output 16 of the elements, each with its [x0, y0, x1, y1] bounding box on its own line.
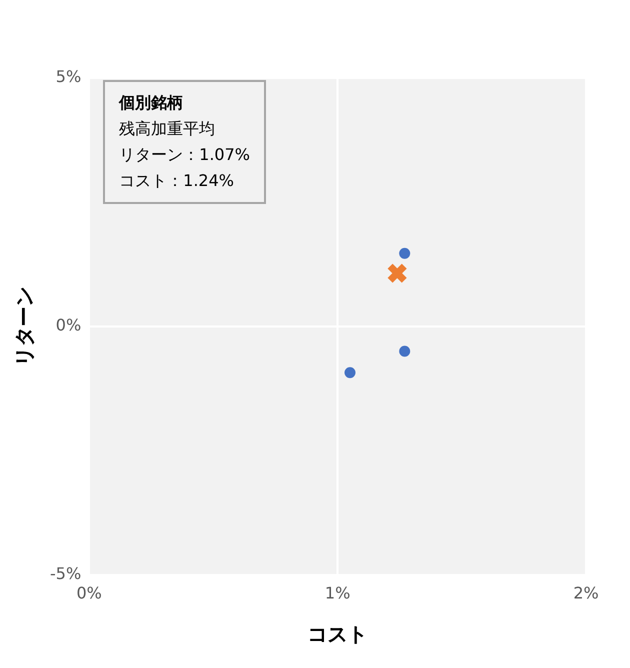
y-axis-title: リターン: [12, 286, 36, 366]
x-axis-title: コスト: [308, 622, 368, 646]
y-tick-label: 0%: [56, 316, 82, 335]
point: [399, 248, 410, 259]
y-tick-label: 5%: [56, 67, 82, 86]
annotation: リターン：1.07%: [119, 144, 250, 166]
point: [344, 367, 356, 378]
x-tick-label: 2%: [573, 584, 599, 603]
annotation: 残高加重平均: [119, 118, 216, 140]
x-tick-label: 0%: [76, 584, 102, 603]
point: [399, 346, 410, 357]
point: [386, 262, 408, 284]
annotation: 個別銘柄: [119, 92, 184, 114]
x-tick-label: 1%: [324, 584, 350, 603]
y-tick-label: -5%: [50, 564, 82, 583]
annotation: コスト：1.24%: [119, 170, 235, 192]
